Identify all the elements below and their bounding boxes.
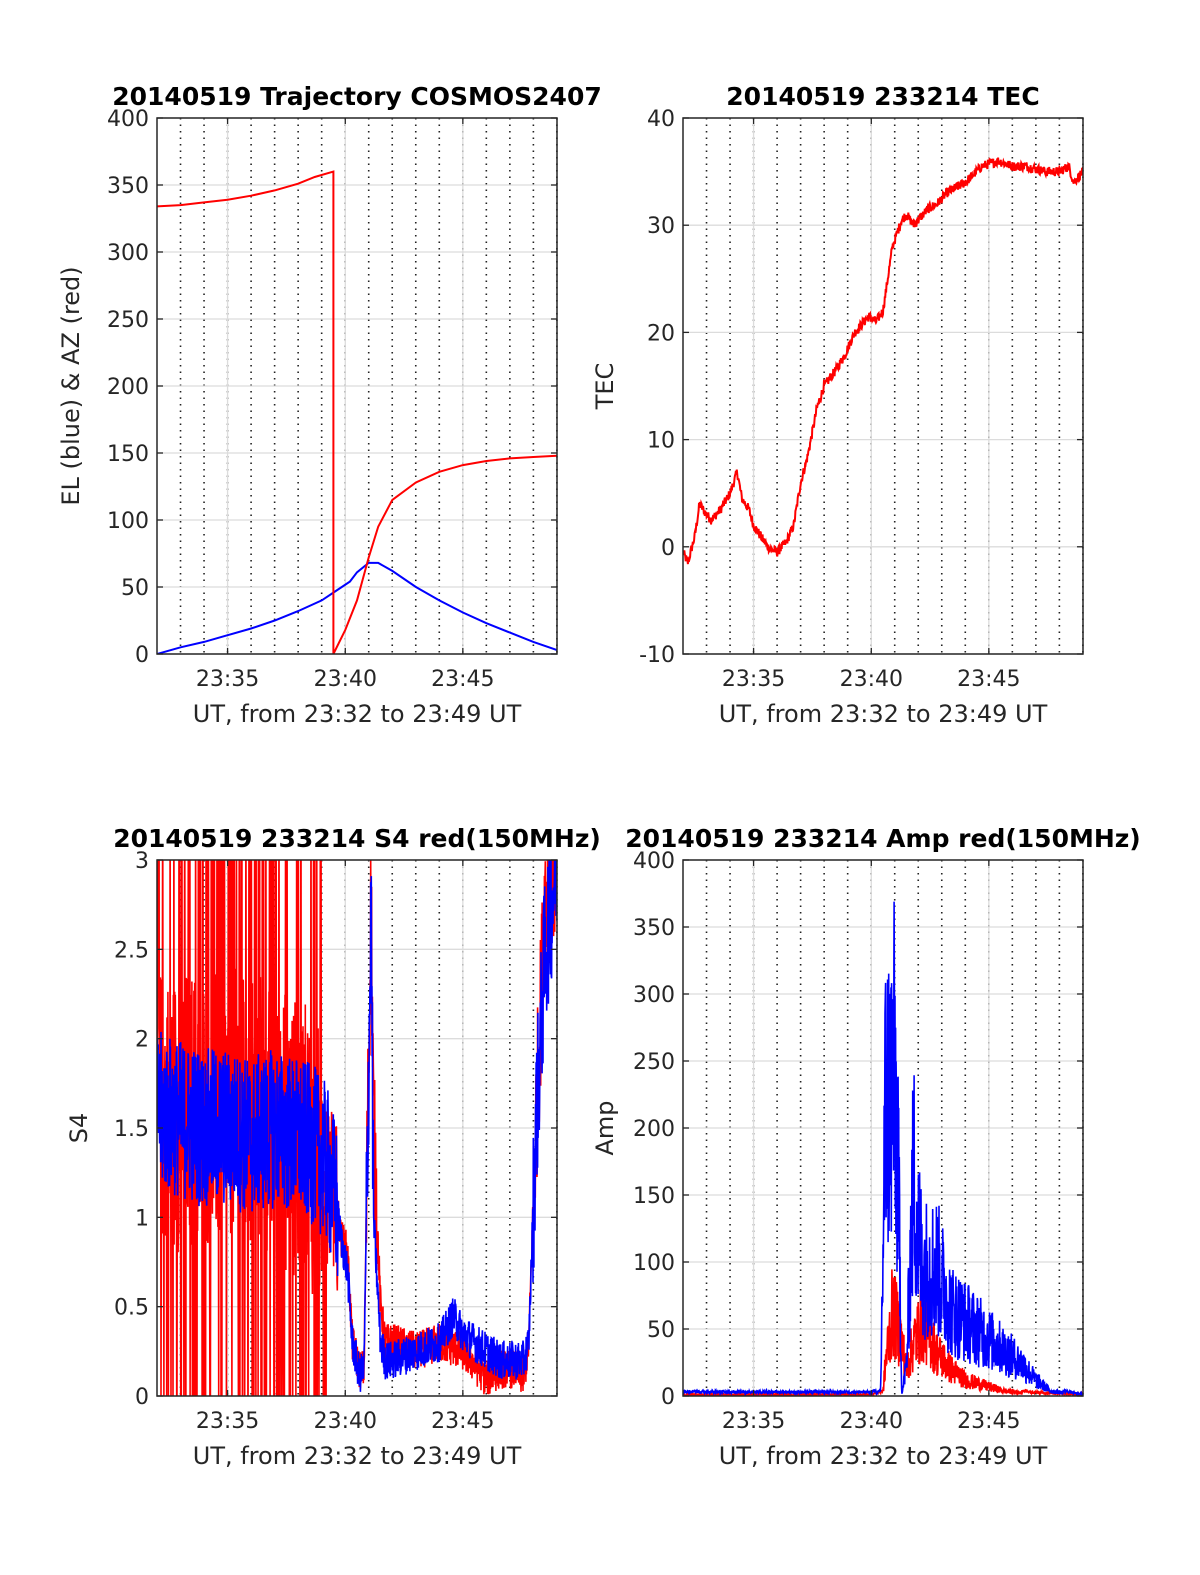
y-tick-label: 50 [647,1318,675,1343]
y-tick-label: 1.5 [114,1117,149,1142]
y-axis-label: TEC [591,363,619,411]
x-axis-label: UT, from 23:32 to 23:49 UT [719,1442,1048,1470]
chart-title: 20140519 Trajectory COSMOS2407 [112,82,602,111]
y-axis-label: EL (blue) & AZ (red) [57,266,85,505]
x-tick-label: 23:40 [840,667,903,692]
y-tick-label: 0 [135,1385,149,1410]
chart-panel-4: 0 50 100 150 200 250 300 350 400 23:35 23:40 23:45 U… [591,824,1141,1470]
x-axis-label: UT, from 23:32 to 23:49 UT [193,700,522,728]
y-tick-label: 250 [633,1050,675,1075]
y-tick-label: 150 [633,1184,675,1209]
y-tick-label: 300 [107,241,149,266]
y-tick-label: -10 [639,643,675,668]
x-axis-label: UT, from 23:32 to 23:49 UT [193,1442,522,1470]
y-tick-label: 0 [661,536,675,561]
y-tick-label: 0 [135,643,149,668]
x-tick-label: 23:45 [957,667,1020,692]
chart-title: 20140519 233214 Amp red(150MHz) [625,824,1141,853]
chart-panel-2: -10 0 10 20 30 40 23:35 23:40 23:45 UT, from 23:3… [591,82,1084,728]
y-tick-label: 0 [661,1385,675,1410]
axes-box [682,117,1084,655]
x-tick-label: 23:35 [722,1409,785,1434]
y-tick-label: 20 [647,321,675,346]
x-tick-label: 23:45 [431,667,494,692]
y-tick-label: 3 [135,849,149,874]
y-tick-label: 0.5 [114,1296,149,1321]
y-tick-label: 400 [107,107,149,132]
y-tick-label: 350 [633,916,675,941]
y-tick-label: 1 [135,1206,149,1231]
y-tick-label: 150 [107,442,149,467]
y-tick-label: 350 [107,174,149,199]
x-tick-label: 23:45 [431,1409,494,1434]
y-tick-label: 100 [633,1251,675,1276]
y-axis-label: S4 [65,1113,93,1144]
x-axis-label: UT, from 23:32 to 23:49 UT [719,700,1048,728]
x-tick-label: 23:35 [196,667,259,692]
y-tick-label: 200 [107,375,149,400]
series-line-red [683,157,1083,565]
series-line-blue [683,901,1083,1396]
series-line-red [157,170,557,654]
series-line-blue [157,561,557,654]
chart-panel-3: 0 0.5 1 1.5 2 2.5 3 23:35 23:40 23:45 UT, from 23:… [65,824,601,1470]
y-tick-label: 400 [633,849,675,874]
y-tick-label: 10 [647,429,675,454]
chart-title: 20140519 233214 S4 red(150MHz) [113,824,601,853]
y-tick-label: 30 [647,214,675,239]
y-tick-label: 2.5 [114,938,149,963]
series-line-blue [157,860,557,1392]
y-tick-label: 100 [107,509,149,534]
y-axis-label: Amp [591,1100,619,1155]
y-tick-label: 250 [107,308,149,333]
y-tick-label: 50 [121,576,149,601]
x-tick-label: 23:35 [196,1409,259,1434]
y-tick-label: 2 [135,1028,149,1053]
y-tick-label: 300 [633,983,675,1008]
x-tick-label: 23:40 [314,1409,377,1434]
chart-panel-1: 0 50 100 150 200 250 300 350 400 23:35 23:40 23:45 U… [57,82,602,728]
y-tick-label: 40 [647,107,675,132]
plot-area [683,118,1083,654]
y-tick-label: 200 [633,1117,675,1142]
chart-title: 20140519 233214 TEC [726,82,1039,111]
x-tick-label: 23:40 [840,1409,903,1434]
x-tick-label: 23:40 [314,667,377,692]
x-tick-label: 23:45 [957,1409,1020,1434]
x-tick-label: 23:35 [722,667,785,692]
